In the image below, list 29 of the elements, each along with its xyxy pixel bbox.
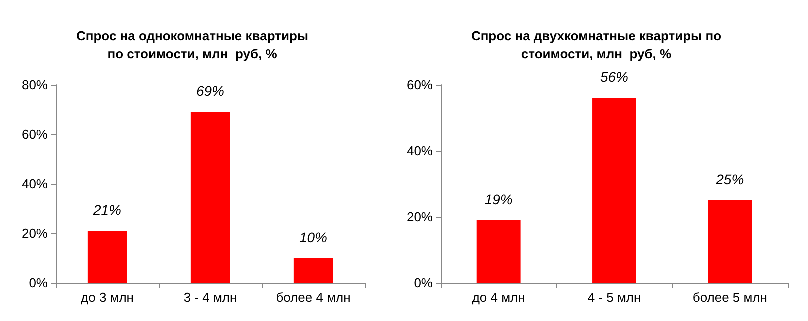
y-tick-label: 20% [406,210,434,224]
x-tick-label: 3 - 4 млн [184,290,238,305]
chart-title: Спрос на однокомнатные квартиры по стоимости, млн руб, % [76,28,308,62]
y-tick-label: 60% [406,78,434,92]
bar [708,200,752,283]
y-tick-label: 20% [22,226,48,241]
bar [476,220,521,283]
bar [190,112,230,283]
bar [88,231,128,283]
data-label: 25% [715,172,744,188]
chart-title: Спрос на двухкомнатные квартиры по стоимости, млн руб, % [471,28,722,62]
data-label: 69% [196,83,225,100]
y-tick-label: 0% [29,276,48,290]
x-tick-label: более 4 млн [276,290,351,305]
y-tick-label: 80% [22,78,48,92]
bar [294,258,334,283]
bar [592,98,636,283]
y-tick-label: 60% [22,127,48,142]
y-tick-label: 40% [406,144,434,158]
x-tick-label: до 3 млн [81,290,134,305]
data-label: 56% [600,69,629,86]
data-label: 19% [484,191,513,208]
data-label: 21% [92,202,122,218]
x-tick-label: более 5 млн [692,290,768,305]
y-tick-label: 40% [22,176,48,192]
data-label: 10% [299,229,328,246]
x-tick-label: до 4 млн [472,290,526,305]
x-tick-label: 4 - 5 млн [588,290,642,305]
y-tick-label: 0% [414,276,434,290]
